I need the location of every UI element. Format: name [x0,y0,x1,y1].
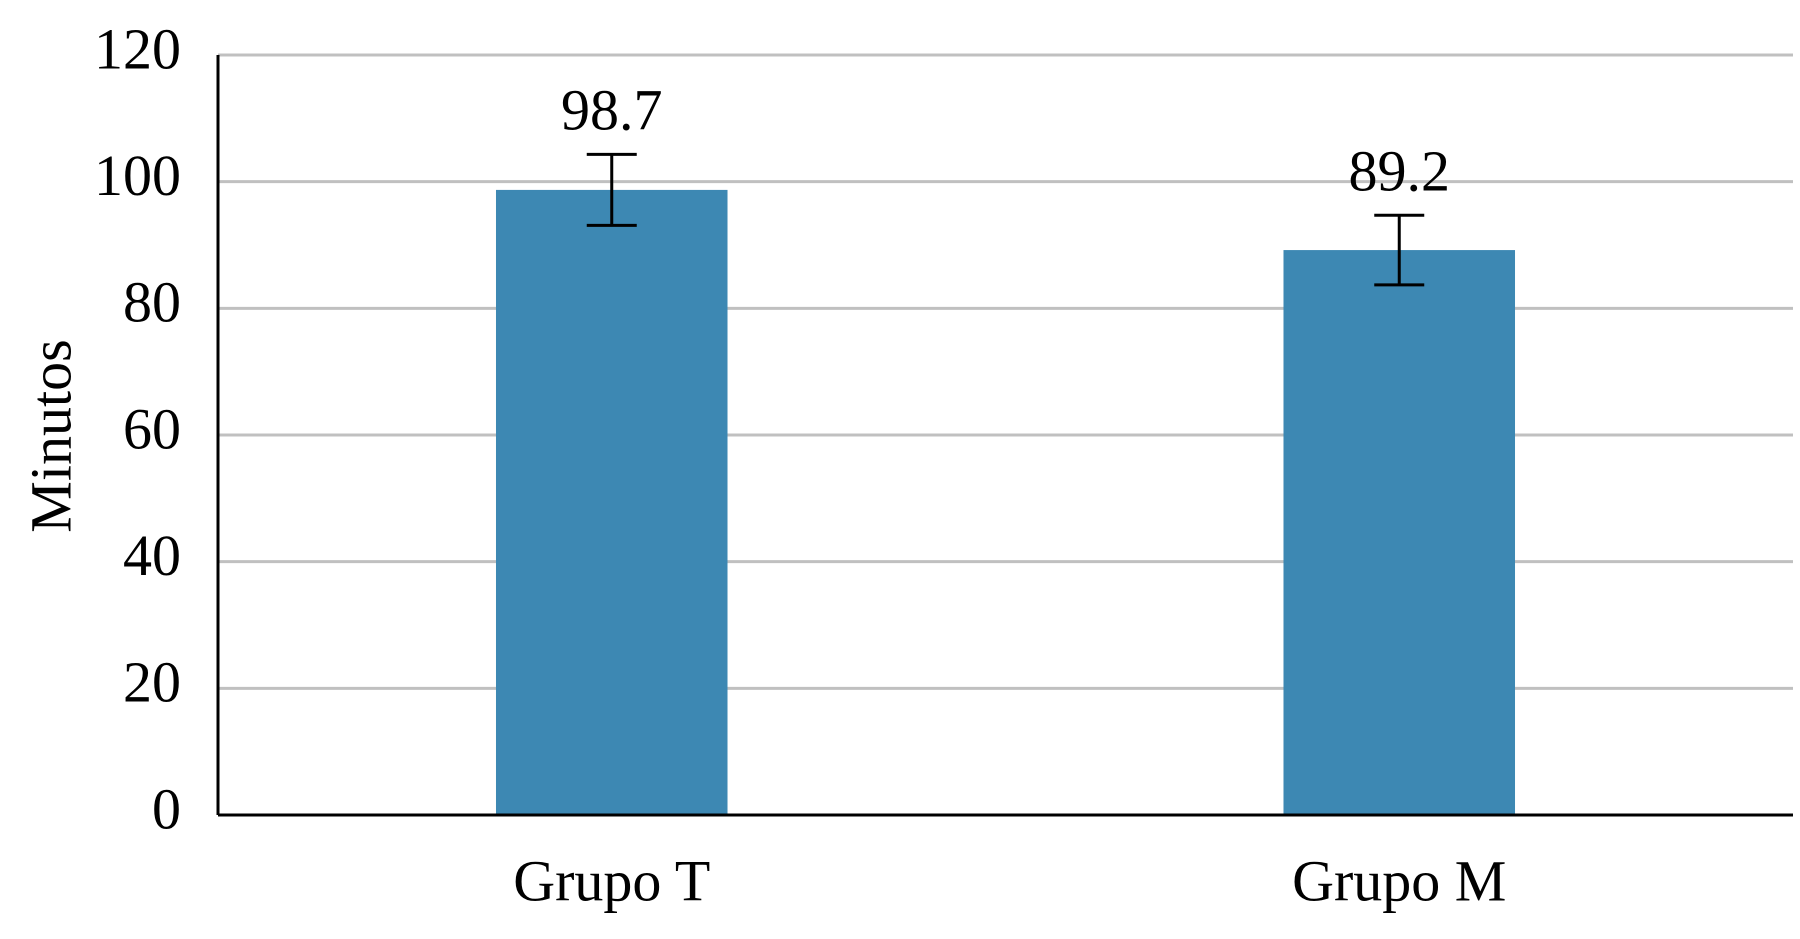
y-tick-label: 100 [94,143,181,208]
y-tick-label: 0 [152,776,181,841]
y-tick-label: 80 [123,270,181,335]
bar [1283,250,1516,816]
value-label: 89.2 [1349,139,1451,204]
x-tick-label: Grupo T [513,848,710,913]
y-tick-label: 120 [94,16,181,81]
x-tick-label: Grupo M [1292,848,1506,913]
value-label: 98.7 [561,78,663,143]
error-bar [586,152,637,227]
y-axis-title: Minutos [18,339,83,532]
y-tick-label: 40 [123,523,181,588]
y-tick-label: 60 [123,396,181,461]
bar [495,189,728,815]
y-tick-label: 20 [123,650,181,715]
error-bar [1374,213,1425,287]
